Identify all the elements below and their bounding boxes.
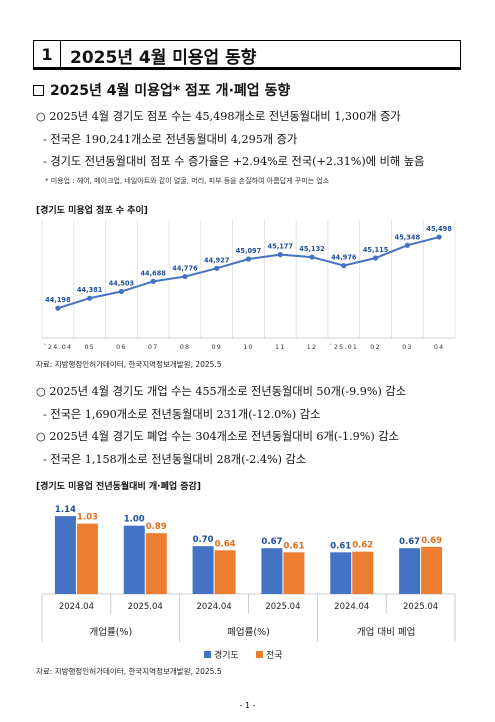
group-label: 폐업률(%) xyxy=(227,626,270,638)
bar-value-label: 0.61 xyxy=(283,541,304,551)
data-point xyxy=(118,288,125,295)
data-point xyxy=(372,255,379,261)
x-tick-label: 11 xyxy=(275,343,286,351)
store-dash-2: - 경기도 전년동월대비 점포 수 증가율은 +2.94%로 전국(+2.31%… xyxy=(43,155,425,168)
data-label: 44,976 xyxy=(331,254,357,262)
bar-national xyxy=(283,552,305,594)
data-label: 45,097 xyxy=(236,247,262,255)
bar-chart: 1.141.03 2024.04 1.000.89 2025.04 0.70 0.64 20… xyxy=(41,505,456,661)
close-dash: - 전국은 1,158개소로 전년동월대비 28개(-2.4%) 감소 xyxy=(43,453,307,466)
bar-gyeonggi xyxy=(399,548,421,594)
bar-gyeonggi xyxy=(54,516,76,594)
data-point xyxy=(436,234,442,240)
data-point xyxy=(277,252,283,258)
bar-value-label: 0.64 xyxy=(215,539,236,549)
x-tick-label: 2024.04 xyxy=(59,602,94,612)
group-label: 개업 대비 폐업 xyxy=(357,626,415,638)
x-tick-label: 2024.04 xyxy=(334,602,369,612)
bar-value-label: 0.67 xyxy=(399,537,420,547)
line-chart-title: [경기도 미용업 점포 수 추이] xyxy=(36,206,148,216)
data-point xyxy=(309,254,315,260)
bar-chart-source: 자료: 지방행정인허가데이터, 한국지역정보개발원, 2025.5 xyxy=(36,667,222,676)
bar-value-label: 0.67 xyxy=(261,537,282,547)
bar-chart-title: [경기도 미용업 전년동월대비 개·폐업 증감] xyxy=(36,482,201,492)
section-title: 2025년 4월 미용업 동향 xyxy=(70,48,257,68)
subheading: 2025년 4월 미용업* 점포 개·폐업 동향 xyxy=(33,80,290,100)
data-label: 44,927 xyxy=(204,256,230,264)
x-tick-label: 2025.04 xyxy=(403,602,438,612)
line-chart-source: 자료: 지방행정인허가데이터, 한국지역정보개발원, 2025.5 xyxy=(36,360,222,369)
group-label: 개업률(%) xyxy=(89,626,132,638)
data-label: 45,348 xyxy=(395,233,421,241)
x-tick-label: 2024.04 xyxy=(197,602,232,612)
x-tick-label: 09 xyxy=(211,343,222,351)
bar-gyeonggi xyxy=(261,548,283,594)
data-label: 44,198 xyxy=(45,296,71,304)
data-point xyxy=(150,278,156,284)
legend-swatch xyxy=(204,651,211,658)
data-point xyxy=(182,273,188,280)
legend-swatch xyxy=(256,651,263,658)
data-point xyxy=(214,265,220,271)
data-label: 44,381 xyxy=(77,286,103,294)
section-number: 1 xyxy=(34,41,61,68)
data-label: 44,776 xyxy=(172,265,198,273)
legend-label: 경기도 xyxy=(214,649,239,661)
x-tick-label: 06 xyxy=(116,343,127,351)
subheading-text: 2025년 4월 미용업* 점포 개·폐업 동향 xyxy=(50,83,291,99)
x-tick-label: 05 xyxy=(84,343,95,351)
legend-label: 전국 xyxy=(266,650,283,661)
bar-value-label: 0.62 xyxy=(352,541,373,551)
data-point xyxy=(87,295,93,301)
x-tick-label: 04 xyxy=(434,343,445,351)
bar-value-label: 1.03 xyxy=(77,513,98,523)
data-label: 45,115 xyxy=(363,246,389,254)
open-dash: - 전국은 1,690개소로 전년동월대비 231개(-12.0%) 감소 xyxy=(43,408,321,421)
line-chart: 44,198 44,381 44,503 44,688 44,776 44,927 45,0… xyxy=(41,220,456,351)
x-tick-label: 03 xyxy=(402,343,413,351)
data-point xyxy=(404,242,410,248)
bar-gyeonggi xyxy=(192,546,214,594)
x-tick-label: 08 xyxy=(180,343,191,351)
data-point xyxy=(55,305,61,311)
bar-national xyxy=(214,550,236,594)
x-tick-label: 12 xyxy=(307,343,318,351)
bar-value-label: 1.14 xyxy=(55,505,76,515)
bar-value-label: 0.69 xyxy=(421,536,442,546)
x-tick-label: `24.04 xyxy=(44,343,73,351)
store-bullet: ○ 2025년 4월 경기도 점포 수는 45,498개소로 전년동월대비 1,… xyxy=(36,110,401,123)
store-footnote: * 미용업 : 헤어, 메이크업, 네일아트와 같이 얼굴, 머리, 피부 등을… xyxy=(45,177,330,185)
bar-gyeonggi xyxy=(330,552,352,594)
data-label: 45,132 xyxy=(299,245,325,253)
open-bullet: ○ 2025년 4월 경기도 개업 수는 455개소로 전년동월대비 50개(-… xyxy=(36,385,407,398)
bar-national xyxy=(145,533,167,594)
data-label: 44,688 xyxy=(140,269,166,277)
bar-national xyxy=(421,546,443,594)
data-point xyxy=(341,263,347,269)
x-tick-label: 2025.04 xyxy=(128,602,163,612)
page-number: - 1 - xyxy=(239,701,256,710)
section-header: 1 2025년 4월 미용업 동향 xyxy=(33,40,461,70)
checkbox-icon xyxy=(33,85,44,96)
close-bullet: ○ 2025년 4월 경기도 폐업 수는 304개소로 전년동월대비 6개(-1… xyxy=(36,430,399,443)
x-tick-label: 07 xyxy=(148,343,159,351)
bar-value-label: 0.89 xyxy=(146,522,167,532)
bar-value-label: 1.00 xyxy=(124,515,145,525)
data-label: 45,177 xyxy=(268,243,294,251)
bar-national xyxy=(76,523,98,594)
data-label: 45,498 xyxy=(426,225,452,233)
data-label: 44,503 xyxy=(109,280,135,288)
store-dash-1: - 전국은 190,241개소로 전년동월대비 4,295개 증가 xyxy=(43,133,298,146)
bar-value-label: 0.61 xyxy=(330,541,351,551)
bar-gyeonggi xyxy=(123,525,145,594)
bar-value-label: 0.70 xyxy=(193,535,214,545)
x-tick-label: 2025.04 xyxy=(265,602,300,612)
x-tick-label: `25.01 xyxy=(329,343,358,351)
x-tick-label: 10 xyxy=(243,343,254,351)
bar-national xyxy=(352,551,374,594)
x-tick-label: 02 xyxy=(370,343,381,351)
data-point xyxy=(245,256,252,262)
